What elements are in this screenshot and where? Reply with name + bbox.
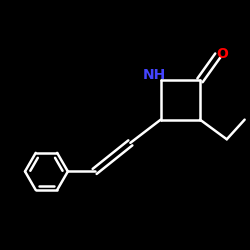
Text: O: O	[216, 46, 228, 60]
Text: NH: NH	[143, 68, 166, 82]
